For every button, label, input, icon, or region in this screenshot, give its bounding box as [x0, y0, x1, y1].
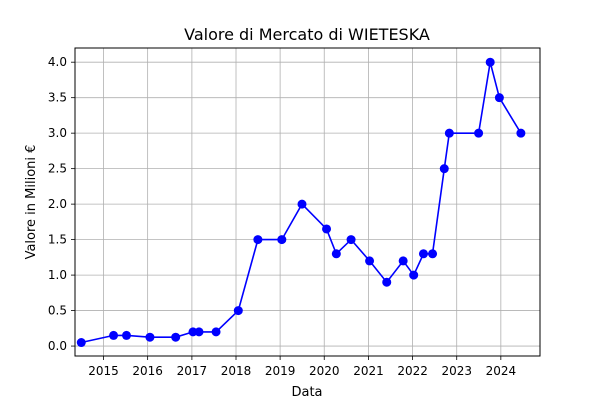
- y-axis-ticks: 0.0 0.5 1.0 1.5 2.0 2.5 3.0 3.5 4.0: [48, 55, 75, 353]
- x-tick-label: 2015: [88, 364, 119, 378]
- x-tick-label: 2017: [177, 364, 208, 378]
- y-tick-label: 0.0: [48, 339, 67, 353]
- data-point: [428, 249, 438, 259]
- x-axis-label: Data: [291, 385, 322, 400]
- y-tick-label: 4.0: [48, 55, 67, 69]
- grid: [75, 48, 540, 356]
- data-point: [211, 327, 221, 337]
- y-tick-label: 1.0: [48, 268, 67, 282]
- data-point: [494, 93, 504, 103]
- data-point: [409, 270, 419, 280]
- data-point: [76, 338, 86, 348]
- y-tick-label: 1.5: [48, 233, 67, 247]
- data-point: [346, 235, 356, 245]
- y-tick-label: 3.5: [48, 91, 67, 105]
- data-point: [322, 224, 332, 234]
- x-tick-label: 2019: [265, 364, 296, 378]
- y-axis-label: Valore in Milioni €: [24, 145, 39, 260]
- data-point: [418, 249, 428, 259]
- data-point: [444, 128, 454, 138]
- x-tick-label: 2018: [221, 364, 252, 378]
- y-tick-label: 3.0: [48, 126, 67, 140]
- y-tick-label: 2.5: [48, 162, 67, 176]
- data-point: [439, 164, 449, 174]
- data-point: [194, 327, 204, 337]
- data-point: [277, 235, 287, 245]
- data-point: [398, 256, 408, 266]
- data-point: [145, 332, 155, 342]
- data-point: [253, 235, 263, 245]
- y-tick-label: 2.0: [48, 197, 67, 211]
- data-point: [297, 199, 307, 209]
- data-point: [233, 306, 243, 316]
- x-tick-label: 2023: [441, 364, 472, 378]
- data-point: [516, 128, 526, 138]
- chart-title: Valore di Mercato di WIETESKA: [184, 25, 430, 44]
- data-point: [474, 128, 484, 138]
- x-tick-label: 2022: [397, 364, 428, 378]
- data-point: [331, 249, 341, 259]
- data-point: [485, 57, 495, 67]
- x-tick-label: 2024: [486, 364, 517, 378]
- data-point: [382, 277, 392, 287]
- series-group: [76, 57, 526, 348]
- x-tick-label: 2021: [353, 364, 384, 378]
- x-axis-ticks: 2015 2016 2017 2018 2019 2020 2021 2022 2023 2024: [88, 356, 516, 378]
- y-tick-label: 0.5: [48, 304, 67, 318]
- data-point: [365, 256, 375, 266]
- x-tick-label: 2020: [309, 364, 340, 378]
- data-point: [109, 330, 119, 340]
- plot-frame: [74, 47, 541, 357]
- data-point: [121, 330, 131, 340]
- x-tick-label: 2016: [132, 364, 163, 378]
- data-point: [171, 332, 181, 342]
